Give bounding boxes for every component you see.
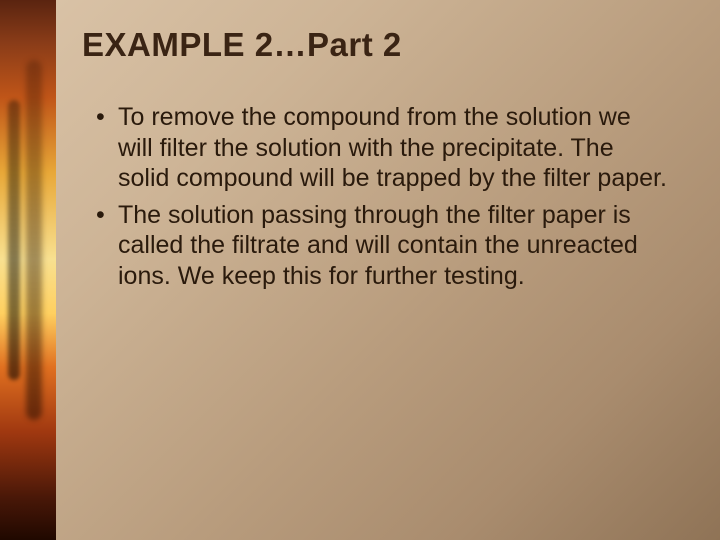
content-area: EXAMPLE 2…Part 2 To remove the compound … — [56, 0, 720, 540]
bullet-text: To remove the compound from the solution… — [118, 103, 667, 192]
decorative-left-strip — [0, 0, 56, 540]
slide: EXAMPLE 2…Part 2 To remove the compound … — [0, 0, 720, 540]
bullet-item: To remove the compound from the solution… — [92, 102, 670, 194]
bullet-list: To remove the compound from the solution… — [92, 102, 670, 291]
bullet-text: The solution passing through the filter … — [118, 201, 638, 290]
slide-title: EXAMPLE 2…Part 2 — [82, 26, 670, 64]
bullet-item: The solution passing through the filter … — [92, 200, 670, 292]
